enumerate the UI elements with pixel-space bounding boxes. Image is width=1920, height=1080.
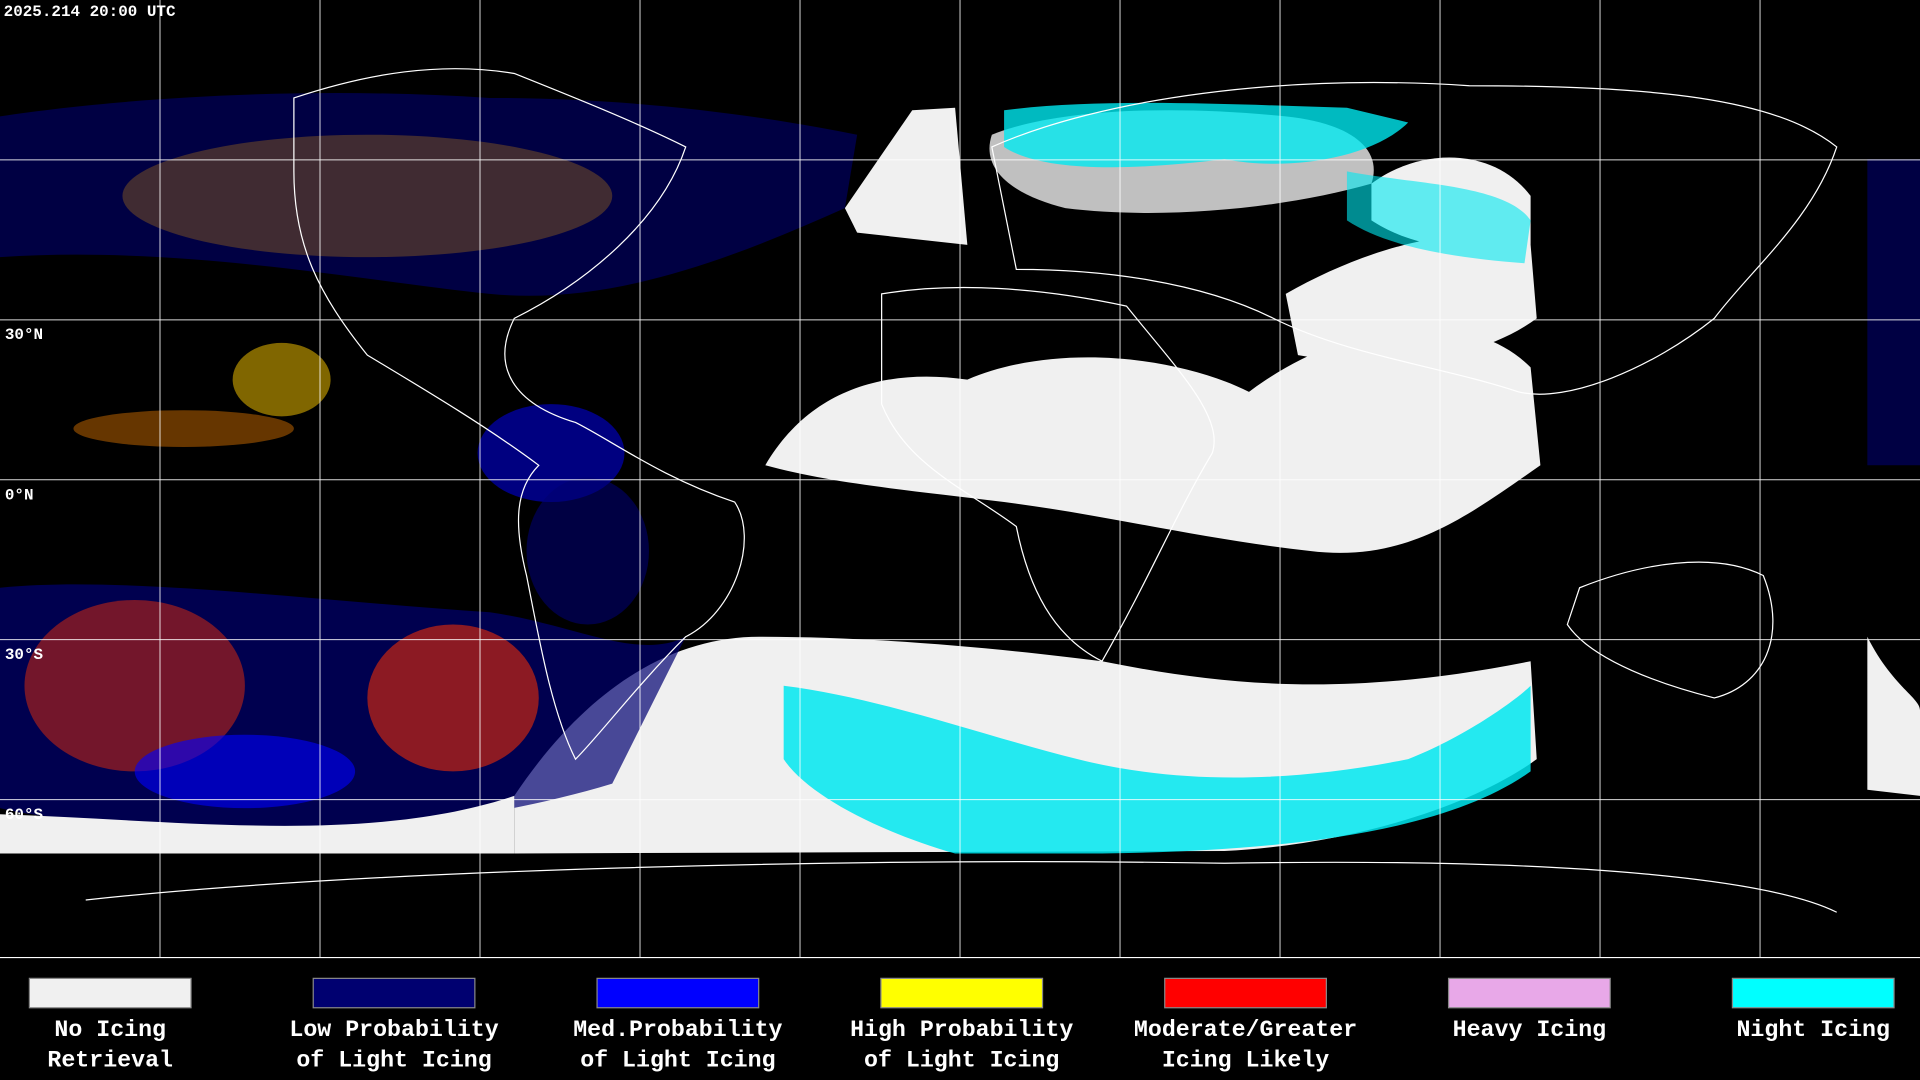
- legend-label: Icing Likely: [1162, 1048, 1329, 1074]
- legend-label: Low Probability: [289, 1017, 498, 1043]
- legend-swatch: [312, 977, 476, 1009]
- legend-swatch: [880, 977, 1044, 1009]
- legend-label: of Light Icing: [580, 1048, 775, 1074]
- legend-label: of Light Icing: [296, 1048, 491, 1074]
- legend-label: Med.Probability: [573, 1017, 782, 1043]
- legend-swatch: [1731, 977, 1895, 1009]
- legend-label: No Icing: [54, 1017, 166, 1043]
- latitude-label: 30°N: [5, 326, 43, 344]
- latitude-label: 60°S: [5, 806, 44, 824]
- legend-swatch: [596, 977, 760, 1009]
- latitude-label: 0°N: [5, 487, 34, 505]
- latitude-label: 30°S: [5, 646, 44, 664]
- legend-label: High Probability: [850, 1017, 1073, 1043]
- legend-label: Retrieval: [47, 1048, 173, 1074]
- timestamp: 2025.214 20:00 UTC: [4, 3, 176, 21]
- legend-swatch: [28, 977, 192, 1009]
- coastlines: [85, 68, 1838, 913]
- legend-label: Moderate/Greater: [1134, 1017, 1357, 1043]
- legend-label: Night Icing: [1736, 1017, 1889, 1043]
- imagery: [0, 93, 1920, 854]
- legend-label: Heavy Icing: [1453, 1017, 1606, 1043]
- graticule: [0, 0, 1920, 958]
- legend-label: of Light Icing: [864, 1048, 1059, 1074]
- legend-swatch: [1447, 977, 1611, 1009]
- legend-swatch: [1164, 977, 1327, 1009]
